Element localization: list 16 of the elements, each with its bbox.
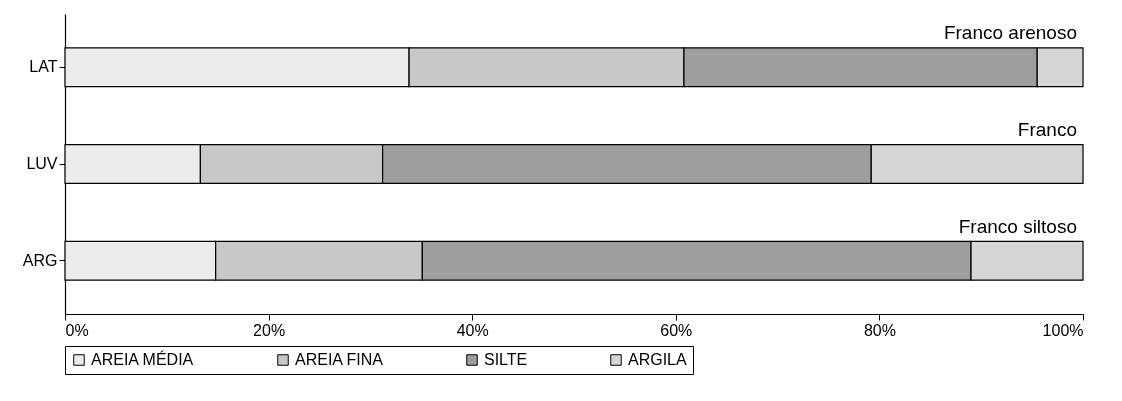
y-tick-label: ARG [22,251,58,269]
legend-label: ARGILA [628,351,688,368]
legend-label: AREIA FINA [295,351,384,368]
y-tick-label: LAT [29,58,58,76]
legend-label: AREIA MÉDIA [91,350,194,368]
legend-label: SILTE [484,351,528,368]
x-tick-label: 100% [1042,321,1084,339]
x-tick-label: 80% [863,321,896,339]
annotation: Franco arenoso [943,22,1077,44]
x-tick-label: 40% [456,321,489,339]
annotation: Franco siltoso [958,215,1077,237]
x-tick-label: 0% [65,321,89,339]
annotation: Franco [1017,119,1077,140]
x-tick-label: 20% [253,321,286,339]
y-tick-label: LUV [26,155,58,172]
x-tick-label: 60% [660,321,693,339]
